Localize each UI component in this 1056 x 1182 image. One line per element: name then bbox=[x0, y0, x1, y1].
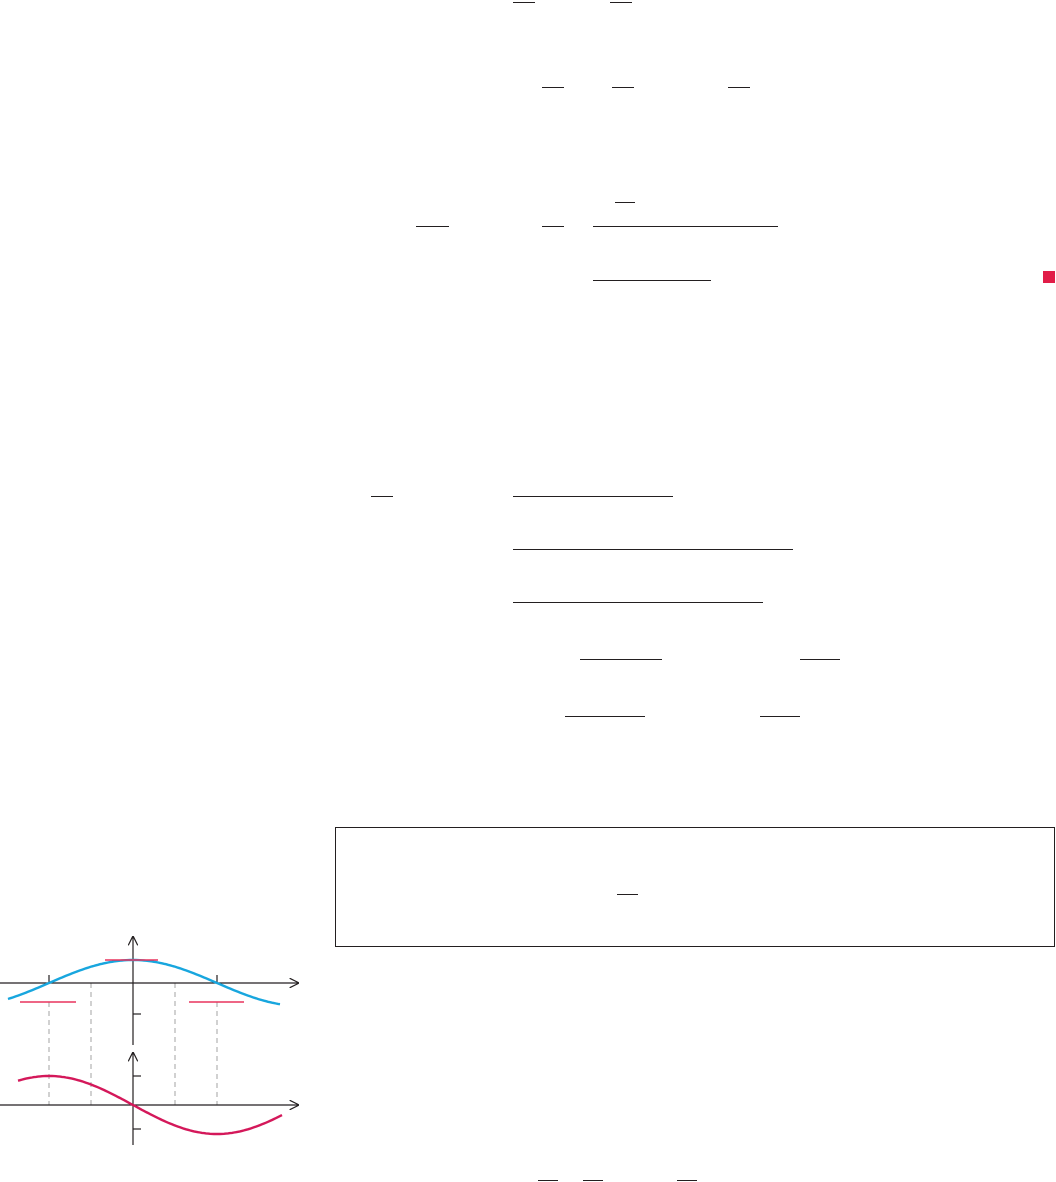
end-of-proof-icon bbox=[1043, 271, 1055, 283]
cosine-curve bbox=[7, 958, 281, 1006]
fraction-bar bbox=[542, 87, 564, 88]
fraction-bar bbox=[513, 549, 793, 550]
fraction-bar bbox=[593, 226, 778, 227]
fraction-bar bbox=[416, 226, 449, 227]
horizontal-tangents bbox=[20, 959, 244, 1003]
fraction-bar bbox=[760, 716, 800, 717]
bottom-axes bbox=[0, 1053, 298, 1145]
negative-sine-curve bbox=[17, 1074, 283, 1136]
fraction-bar bbox=[513, 602, 763, 603]
formula-box bbox=[335, 827, 1055, 947]
fraction-bar bbox=[612, 87, 634, 88]
fraction-bar bbox=[538, 1180, 558, 1181]
fraction-bar bbox=[677, 1180, 697, 1181]
fraction-bar bbox=[610, 2, 632, 3]
fraction-bar bbox=[728, 87, 750, 88]
fraction-bar bbox=[615, 202, 635, 203]
fraction-bar bbox=[542, 226, 564, 227]
top-axes bbox=[0, 937, 298, 1045]
fraction-bar bbox=[580, 659, 662, 660]
fraction-bar bbox=[513, 2, 535, 3]
fraction-bar bbox=[371, 496, 393, 497]
fraction-bar bbox=[593, 280, 711, 281]
fraction-bar bbox=[583, 1180, 603, 1181]
fraction-bar bbox=[800, 659, 840, 660]
fraction-bar bbox=[513, 496, 673, 497]
fraction-bar bbox=[565, 716, 645, 717]
derivative-figure bbox=[0, 930, 310, 1145]
fraction-bar bbox=[617, 894, 638, 895]
